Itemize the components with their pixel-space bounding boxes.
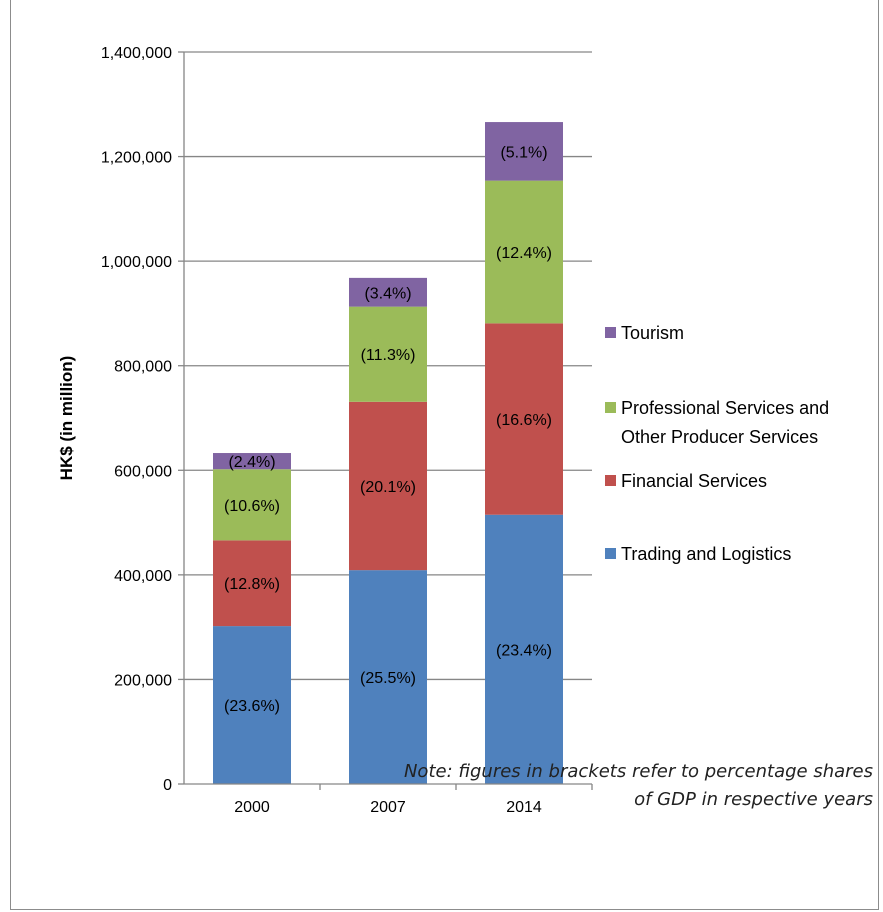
bar-segment — [213, 540, 291, 627]
data-label: (23.6%) — [224, 698, 280, 715]
bar-segment — [213, 469, 291, 541]
data-label: (25.5%) — [360, 670, 416, 687]
bar-segment — [485, 514, 563, 784]
legend-label-tourism: Tourism — [621, 323, 684, 343]
bar-segment — [213, 626, 291, 784]
bar-segment — [213, 453, 291, 470]
data-label: (2.4%) — [228, 454, 275, 471]
bar-segment — [349, 570, 427, 784]
data-label: (5.1%) — [500, 144, 547, 161]
bar-segment — [485, 323, 563, 515]
y-axis-label: HK$ (in million) — [57, 356, 76, 481]
legend-label-professional-line2: Other Producer Services — [621, 427, 818, 447]
y-tick-label: 1,200,000 — [101, 150, 172, 167]
legend-label-professional-line1: Professional Services and — [621, 398, 829, 418]
data-labels: (23.6%) (12.8%) (10.6%) (2.4%) (25.5%) (20.1%… — [224, 144, 552, 715]
bars — [213, 122, 563, 784]
data-label: (12.8%) — [224, 576, 280, 593]
bar-segment — [349, 306, 427, 402]
y-tick-label: 200,000 — [114, 672, 172, 689]
note-line-2: of GDP in respective years — [634, 789, 873, 810]
y-tick-label: 1,000,000 — [101, 254, 172, 271]
bar-segment — [485, 122, 563, 181]
axes: 0 200,000 400,000 600,000 800,000 1,000,000 1,… — [101, 45, 593, 816]
legend-label-financial: Financial Services — [621, 471, 767, 491]
x-tick-label: 2014 — [506, 799, 542, 816]
note-line-1: Note: figures in brackets refer to perce… — [403, 761, 873, 782]
legend-swatch-professional — [605, 402, 616, 413]
legend: Tourism Professional Services and Other … — [605, 323, 829, 564]
data-label: (16.6%) — [496, 412, 552, 429]
legend-swatch-financial — [605, 475, 616, 486]
y-tick-label: 0 — [163, 777, 172, 794]
x-tick-label: 2000 — [234, 799, 270, 816]
y-tick-label: 800,000 — [114, 359, 172, 376]
legend-swatch-tourism — [605, 327, 616, 338]
data-label: (11.3%) — [361, 347, 416, 364]
chart-frame — [10, 0, 879, 910]
data-label: (23.4%) — [496, 642, 552, 659]
data-label: (3.4%) — [364, 285, 411, 302]
bar-segment — [485, 180, 563, 324]
y-tick-label: 1,400,000 — [101, 45, 172, 62]
data-label: (10.6%) — [224, 498, 280, 515]
data-label: (20.1%) — [360, 479, 416, 496]
bar-segment — [349, 401, 427, 571]
x-tick-label: 2007 — [370, 799, 406, 816]
bar-segment — [349, 277, 427, 307]
y-tick-label: 400,000 — [114, 568, 172, 585]
data-label: (12.4%) — [496, 245, 552, 262]
chart-note: Note: figures in brackets refer to perce… — [313, 758, 873, 814]
y-tick-label: 600,000 — [114, 463, 172, 480]
legend-swatch-trading — [605, 548, 616, 559]
legend-label-trading: Trading and Logistics — [621, 544, 791, 564]
